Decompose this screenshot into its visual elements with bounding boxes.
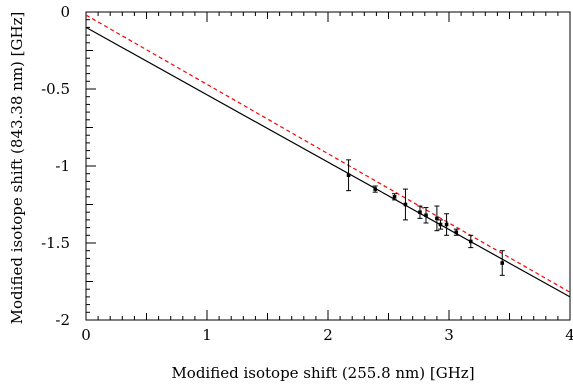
y-tick-label: -2 (55, 311, 70, 329)
x-tick-label: 4 (565, 326, 573, 344)
data-point (424, 213, 428, 218)
data-point (403, 202, 408, 207)
data-point (373, 187, 377, 191)
y-tick-label: -1 (55, 157, 70, 175)
data-point (346, 173, 351, 178)
data-point (392, 195, 397, 199)
dashed-fit-line (85, 14, 571, 293)
data-points (346, 159, 505, 276)
y-axis-label: Modified isotope shift (843.38 nm) [GHz] (8, 12, 26, 325)
x-tick-label: 3 (444, 326, 454, 344)
data-point (500, 261, 505, 265)
plot-border (85, 11, 571, 321)
data-point (454, 230, 459, 235)
y-tick-label: -0.5 (41, 80, 70, 98)
x-tick-label: 1 (202, 326, 212, 344)
tick-labels: 0 1 2 3 4 0 -0.5 -1 -1.5 -2 (41, 3, 573, 344)
axis-ticks (85, 11, 571, 321)
plot-frame (85, 11, 571, 321)
data-point (468, 239, 473, 244)
solid-fit-line (85, 26, 571, 298)
x-axis-label: Modified isotope shift (255.8 nm) [GHz] (171, 364, 474, 382)
data-point (444, 222, 449, 227)
fit-lines (85, 14, 571, 298)
data-point (418, 210, 422, 214)
y-tick-label: -1.5 (41, 234, 70, 252)
x-tick-label: 0 (81, 326, 91, 344)
data-point (438, 222, 443, 227)
data-point (435, 216, 439, 221)
x-tick-label: 2 (323, 326, 333, 344)
y-tick-label: 0 (60, 3, 70, 21)
